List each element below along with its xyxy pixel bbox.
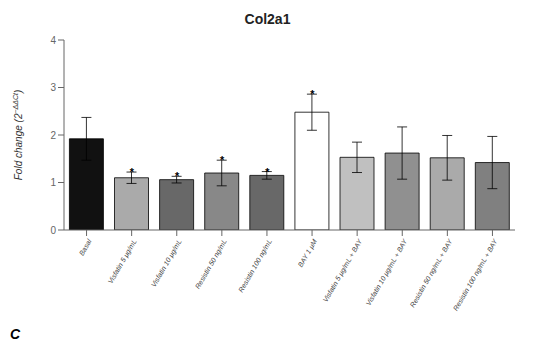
html-text:Col2a1: Col2a1 [244,11,291,27]
svg-text:Fold change (2−ΔΔCt): Fold change (2−ΔΔCt) [12,90,24,181]
svg-text:Resistin 50 ng/mL: Resistin 50 ng/mL [194,238,229,291]
html-text:C: C [10,326,21,342]
svg-text:Visfatin 10 μg/mL + BAY: Visfatin 10 μg/mL + BAY [365,237,410,307]
svg-text:Resistin 100 ng/mL: Resistin 100 ng/mL [237,238,274,294]
svg-text:Resistin 100 ng/mL + BAY: Resistin 100 ng/mL + BAY [452,237,500,313]
svg-text:1: 1 [50,177,56,188]
svg-text:*: * [220,154,225,166]
svg-text:Visfatin 5 μg/mL + BAY: Visfatin 5 μg/mL + BAY [321,237,364,304]
svg-text:*: * [310,88,315,100]
svg-text:Resistin 50 ng/mL + BAY: Resistin 50 ng/mL + BAY [409,237,455,309]
svg-text:Basal: Basal [78,238,93,257]
svg-text:4: 4 [50,35,56,46]
svg-text:2: 2 [50,130,56,141]
svg-text:0: 0 [50,225,56,236]
svg-text:3: 3 [50,82,56,93]
svg-text:*: * [129,166,134,178]
svg-text:BAY 1 μM: BAY 1 μM [297,238,319,269]
svg-text:Visfatin 5 μg/mL: Visfatin 5 μg/mL [107,238,139,285]
svg-text:Visfatin 10 μg/mL: Visfatin 10 μg/mL [150,238,184,289]
svg-text:*: * [174,170,179,182]
svg-text:*: * [265,166,270,178]
